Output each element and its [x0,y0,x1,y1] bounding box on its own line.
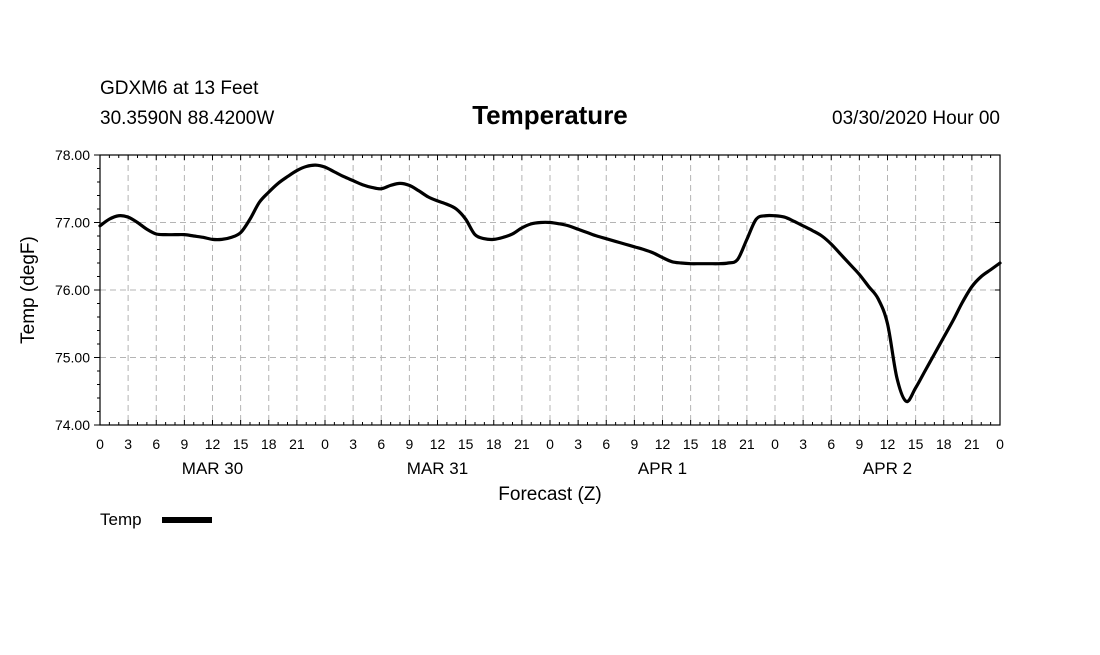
x-tick-label: 15 [458,436,474,452]
series-line-temp [98,163,1002,404]
x-tick-label: 15 [908,436,924,452]
day-label: APR 2 [863,459,912,478]
x-tick-label: 3 [124,436,132,452]
x-tick-label: 0 [321,436,329,452]
x-tick-label: 0 [546,436,554,452]
issued-label: 03/30/2020 Hour 00 [832,108,1000,129]
x-tick-label: 3 [349,436,357,452]
x-tick-label: 21 [739,436,755,452]
grid-lines [100,155,1000,425]
legend: Temp [100,510,212,529]
axis-ticks [94,154,1001,426]
y-axis-title: Temp (degF) [18,236,39,344]
x-tick-label: 21 [289,436,305,452]
x-tick-label: 0 [96,436,104,452]
x-tick-label: 21 [514,436,530,452]
x-tick-label: 12 [430,436,446,452]
y-tick-label: 78.00 [55,147,90,163]
x-tick-label: 0 [996,436,1004,452]
x-tick-label: 6 [152,436,160,452]
y-tick-label: 75.00 [55,350,90,366]
legend-label-temp: Temp [100,510,142,529]
x-tick-label: 9 [180,436,188,452]
x-tick-label: 6 [377,436,385,452]
day-label: MAR 31 [407,459,468,478]
x-tick-label: 18 [936,436,952,452]
x-tick-label: 12 [880,436,896,452]
x-tick-label: 6 [602,436,610,452]
x-tick-labels: 0 3 6 9 12 15 18 21 0 3 6 9 12 15 18 21 0 3 6 9 12 15 18 21 0 3 6 9… [96,436,1004,452]
x-tick-label: 21 [964,436,980,452]
x-tick-label: 3 [799,436,807,452]
x-tick-label: 9 [855,436,863,452]
x-tick-label: 18 [486,436,502,452]
y-tick-label: 74.00 [55,417,90,433]
day-label: MAR 30 [182,459,243,478]
x-tick-label: 15 [683,436,699,452]
series-layer [98,163,1002,404]
y-tick-labels: 74.00 75.00 76.00 77.00 78.00 [55,147,90,433]
x-tick-label: 6 [827,436,835,452]
x-tick-label: 3 [574,436,582,452]
x-tick-label: 12 [655,436,671,452]
day-label: APR 1 [638,459,687,478]
y-tick-label: 76.00 [55,282,90,298]
chart-title: Temperature [472,100,628,130]
x-tick-label: 18 [711,436,727,452]
x-tick-label: 18 [261,436,277,452]
station-label: GDXM6 at 13 Feet [100,78,259,99]
x-tick-label: 0 [771,436,779,452]
y-tick-label: 77.00 [55,215,90,231]
x-tick-label: 9 [630,436,638,452]
x-axis-title: Forecast (Z) [498,484,601,505]
x-tick-label: 15 [233,436,249,452]
x-tick-label: 9 [405,436,413,452]
location-label: 30.3590N 88.4200W [100,108,274,129]
day-labels: MAR 30 MAR 31 APR 1 APR 2 [182,459,912,478]
x-tick-label: 12 [205,436,221,452]
